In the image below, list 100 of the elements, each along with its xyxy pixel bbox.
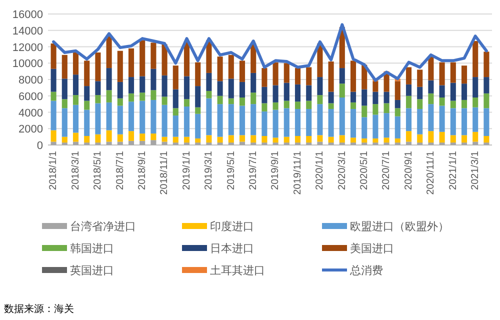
bar xyxy=(162,75,168,97)
bar xyxy=(50,43,56,69)
bar xyxy=(472,132,478,142)
source-note: 数据来源：海关 xyxy=(4,303,74,315)
bar xyxy=(62,136,68,143)
bar xyxy=(394,116,400,138)
x-tick-label: 2019/9/1 xyxy=(270,150,282,190)
bar xyxy=(461,135,468,143)
bar xyxy=(372,104,378,115)
x-tick-label: 2018/5/1 xyxy=(92,150,104,190)
bar xyxy=(106,68,112,90)
bar xyxy=(372,92,378,104)
bar xyxy=(262,136,268,143)
bar xyxy=(184,99,190,107)
bar xyxy=(350,102,356,109)
bar xyxy=(484,52,490,78)
y-tick-label: 8000 xyxy=(18,74,43,86)
bar xyxy=(95,134,101,143)
bar xyxy=(284,63,290,83)
y-tick-label: 12000 xyxy=(12,42,43,54)
bar xyxy=(384,138,390,143)
bar xyxy=(272,110,278,138)
bar xyxy=(306,85,312,101)
bar xyxy=(372,138,378,143)
bar xyxy=(206,98,212,136)
bar xyxy=(272,138,278,143)
bar xyxy=(484,136,490,143)
bar xyxy=(439,98,445,106)
bar xyxy=(72,74,79,96)
bar xyxy=(272,62,278,86)
bar xyxy=(172,116,178,137)
bar xyxy=(284,82,290,101)
bar xyxy=(106,142,112,145)
bar xyxy=(484,93,490,108)
bar xyxy=(339,84,345,98)
bar xyxy=(195,107,201,114)
bar xyxy=(150,100,156,134)
bar xyxy=(217,104,223,137)
bar xyxy=(217,81,223,96)
bar xyxy=(84,86,90,101)
bar xyxy=(417,99,423,109)
bar xyxy=(217,96,223,104)
bar xyxy=(128,102,134,132)
bar xyxy=(372,81,378,92)
x-tick-label: 2019/1/1 xyxy=(181,150,192,190)
bar xyxy=(150,140,156,145)
bar xyxy=(117,106,123,134)
bar xyxy=(84,136,90,143)
bar xyxy=(362,89,368,106)
bar xyxy=(228,135,234,143)
x-tick-label: 2021/1/1 xyxy=(448,150,459,190)
bar xyxy=(339,98,345,136)
bar xyxy=(328,108,334,137)
bar xyxy=(428,131,434,143)
bar xyxy=(128,131,134,141)
bar xyxy=(294,84,301,102)
bar xyxy=(106,102,112,130)
bar xyxy=(106,35,112,68)
bar xyxy=(95,52,101,82)
bar xyxy=(128,48,134,78)
y-tick-label: 14000 xyxy=(12,25,43,38)
bar xyxy=(428,93,434,104)
bar xyxy=(250,92,256,104)
bar xyxy=(206,72,212,91)
bar xyxy=(350,108,356,138)
bar xyxy=(328,61,334,92)
bar xyxy=(461,66,468,84)
bar xyxy=(140,92,146,101)
bar xyxy=(128,93,134,102)
bar xyxy=(140,134,146,141)
bar xyxy=(50,100,56,130)
bar xyxy=(162,104,168,137)
bar xyxy=(72,104,79,133)
bar xyxy=(84,60,90,86)
bar xyxy=(84,110,90,136)
bar xyxy=(339,135,345,143)
bar xyxy=(472,41,478,78)
bar xyxy=(50,68,56,92)
line-series xyxy=(52,23,488,82)
bar xyxy=(195,138,201,143)
bar xyxy=(306,67,312,86)
bar xyxy=(117,98,123,106)
bar xyxy=(406,142,412,145)
bar xyxy=(239,142,246,145)
bar xyxy=(284,100,290,108)
bar xyxy=(150,90,156,100)
bar xyxy=(184,76,190,100)
bar xyxy=(406,131,412,142)
legend-label: 台湾省净进口 xyxy=(70,220,136,233)
bar xyxy=(384,92,390,104)
bar xyxy=(239,98,246,106)
x-tick-label: 2020/1/1 xyxy=(314,150,326,190)
bar xyxy=(150,42,156,69)
bar xyxy=(328,136,334,143)
bar xyxy=(406,84,412,96)
bar xyxy=(439,62,445,86)
bar xyxy=(250,72,256,93)
bar xyxy=(450,100,456,108)
y-tick-label: 2000 xyxy=(18,124,43,136)
x-tick-label: 2020/5/1 xyxy=(358,150,370,190)
